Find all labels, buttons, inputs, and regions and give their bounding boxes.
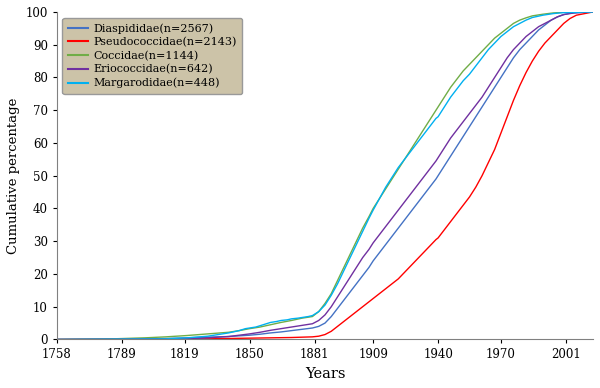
- Legend: Diaspididae(n=2567), Pseudococcidae(n=2143), Coccidae(n=1144), Eriococcidae(n=64: Diaspididae(n=2567), Pseudococcidae(n=21…: [62, 17, 242, 94]
- X-axis label: Years: Years: [305, 367, 345, 381]
- Y-axis label: Cumulative percentage: Cumulative percentage: [7, 97, 20, 254]
